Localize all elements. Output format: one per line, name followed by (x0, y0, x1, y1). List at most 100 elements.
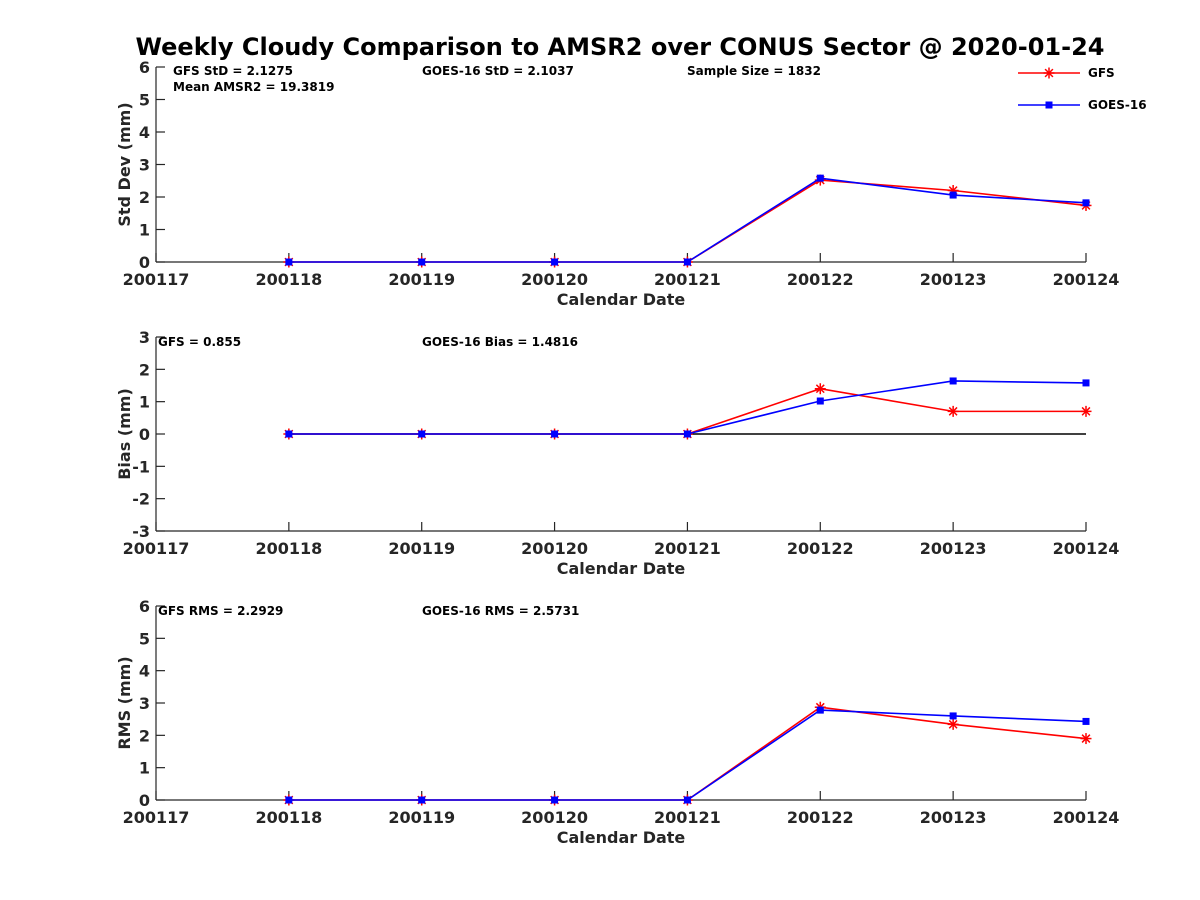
data-point-gfs (1080, 733, 1092, 745)
y-tick-label: 0 (139, 791, 150, 810)
y-tick-label: 6 (139, 597, 150, 616)
data-point-goes-16 (683, 796, 691, 804)
chart-panels: 200117 200118 200119 200120 200121 200122 2001… (115, 58, 1119, 847)
data-point-goes-16 (949, 191, 957, 199)
y-tick-label: 1 (139, 759, 150, 778)
annotation-bias-0: GFS = 0.855 (158, 335, 241, 349)
x-tick-label: 200117 (123, 808, 190, 827)
data-point-goes-16 (285, 258, 293, 266)
x-tick-label: 200120 (521, 270, 588, 289)
series-line-gfs (288, 179, 1087, 263)
annotation-bias-1: GOES-16 Bias = 1.4816 (422, 335, 578, 349)
x-tick-label: 200124 (1053, 270, 1120, 289)
x-tick-label: 200124 (1053, 539, 1120, 558)
x-tick-label: 200123 (920, 270, 987, 289)
panel-bias: 200117 200118 200119 200120 200121 200122 2001… (115, 328, 1119, 578)
y-tick-label: 3 (139, 694, 150, 713)
figure-title: Weekly Cloudy Comparison to AMSR2 over C… (136, 33, 1105, 61)
annotation-std-0: GFS StD = 2.1275 (173, 64, 293, 78)
x-axis-label: Calendar Date (557, 559, 686, 578)
legend-item-goes-16: GOES-16 (1018, 98, 1147, 112)
x-tick-label: 200121 (654, 270, 721, 289)
x-tick-label: 200124 (1053, 808, 1120, 827)
data-point-gfs (947, 718, 959, 730)
y-tick-label: -2 (132, 490, 150, 509)
annotation-std-3: Mean AMSR2 = 19.3819 (173, 80, 334, 94)
x-tick-label: 200118 (255, 808, 322, 827)
y-tick-label: 3 (139, 328, 150, 347)
y-tick-label: 5 (139, 91, 150, 110)
x-tick-label: 200123 (920, 539, 987, 558)
data-point-goes-16 (418, 430, 426, 438)
data-point-goes-16 (1082, 379, 1090, 387)
x-tick-label: 200121 (654, 808, 721, 827)
x-tick-label: 200119 (388, 270, 455, 289)
annotation-std-2: Sample Size = 1832 (687, 64, 821, 78)
y-tick-label: 0 (139, 253, 150, 272)
data-point-goes-16 (816, 397, 824, 405)
annotation-std-1: GOES-16 StD = 2.1037 (422, 64, 574, 78)
data-point-goes-16 (816, 174, 824, 182)
data-point-goes-16 (418, 796, 426, 804)
data-point-gfs (1080, 405, 1092, 417)
y-tick-label: 6 (139, 58, 150, 77)
x-tick-label: 200119 (388, 808, 455, 827)
data-point-goes-16 (683, 258, 691, 266)
x-tick-label: 200119 (388, 539, 455, 558)
panel-rms: 200117 200118 200119 200120 200121 200122 2001… (115, 597, 1119, 847)
data-point-goes-16 (1082, 199, 1090, 207)
data-point-goes-16 (949, 377, 957, 385)
y-axis-label: Std Dev (mm) (115, 102, 134, 226)
annotation-rms-0: GFS RMS = 2.2929 (158, 604, 283, 618)
legend-marker-goes-16 (1045, 101, 1053, 109)
panel-std: 200117 200118 200119 200120 200121 200122 2001… (115, 58, 1119, 309)
x-tick-label: 200122 (787, 270, 854, 289)
data-point-goes-16 (285, 796, 293, 804)
x-tick-label: 200120 (521, 808, 588, 827)
legend-label: GOES-16 (1088, 98, 1147, 112)
series-line-goes-16 (288, 380, 1087, 435)
y-tick-label: 2 (139, 360, 150, 379)
data-point-goes-16 (551, 796, 559, 804)
y-axis-label: RMS (mm) (115, 656, 134, 749)
data-point-gfs (814, 383, 826, 395)
y-tick-label: 5 (139, 629, 150, 648)
legend-label: GFS (1088, 66, 1115, 80)
y-tick-label: 2 (139, 188, 150, 207)
x-tick-label: 200117 (123, 539, 190, 558)
data-point-goes-16 (551, 258, 559, 266)
y-tick-label: -3 (132, 522, 150, 541)
annotation-rms-1: GOES-16 RMS = 2.5731 (422, 604, 579, 618)
y-tick-label: 1 (139, 221, 150, 240)
x-tick-label: 200122 (787, 808, 854, 827)
legend-marker-gfs (1043, 67, 1055, 79)
series-line-goes-16 (288, 709, 1087, 801)
data-point-goes-16 (1082, 717, 1090, 725)
data-point-gfs (947, 405, 959, 417)
data-point-goes-16 (285, 430, 293, 438)
x-tick-label: 200120 (521, 539, 588, 558)
y-axis-label: Bias (mm) (115, 388, 134, 480)
x-tick-label: 200118 (255, 539, 322, 558)
x-tick-label: 200123 (920, 808, 987, 827)
legend: GFS GOES-16 (1018, 66, 1147, 112)
series-line-gfs (288, 387, 1086, 435)
x-tick-label: 200117 (123, 270, 190, 289)
y-tick-label: 0 (139, 425, 150, 444)
y-tick-label: -1 (132, 457, 150, 476)
x-tick-label: 200122 (787, 539, 854, 558)
data-point-goes-16 (551, 430, 559, 438)
data-point-goes-16 (816, 706, 824, 714)
legend-item-gfs: GFS (1018, 66, 1115, 80)
x-tick-label: 200118 (255, 270, 322, 289)
y-tick-label: 1 (139, 393, 150, 412)
data-point-goes-16 (683, 430, 691, 438)
data-point-goes-16 (949, 712, 957, 720)
series-line-gfs (288, 706, 1087, 801)
y-tick-label: 4 (139, 662, 150, 681)
y-tick-label: 2 (139, 726, 150, 745)
x-axis-label: Calendar Date (557, 290, 686, 309)
x-tick-label: 200121 (654, 539, 721, 558)
series-line-goes-16 (288, 177, 1087, 263)
